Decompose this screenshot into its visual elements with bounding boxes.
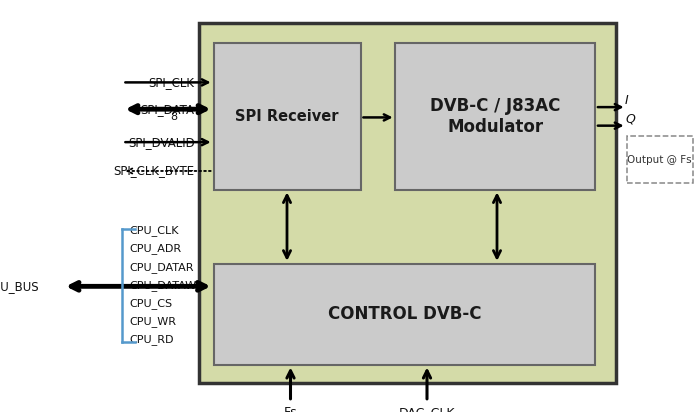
Text: CPU_CS: CPU_CS	[130, 298, 173, 309]
Text: I: I	[625, 94, 629, 108]
Bar	[626, 136, 693, 183]
Bar	[214, 264, 595, 365]
Text: Q: Q	[625, 113, 635, 126]
Text: CPU_RD: CPU_RD	[130, 335, 174, 345]
Text: CPU_DATAW: CPU_DATAW	[130, 280, 197, 291]
Text: CONTROL DVB-C: CONTROL DVB-C	[328, 305, 481, 323]
Text: 8: 8	[170, 112, 177, 122]
Bar	[214, 43, 360, 190]
Text: DAC_CLK: DAC_CLK	[399, 406, 455, 412]
Text: CPU_BUS: CPU_BUS	[0, 280, 38, 293]
Text: Fs: Fs	[284, 406, 298, 412]
Text: SPI Receiver: SPI Receiver	[235, 109, 339, 124]
Text: DVB-C / J83AC
Modulator: DVB-C / J83AC Modulator	[430, 97, 561, 136]
Text: SPI_DVALID: SPI_DVALID	[128, 136, 195, 149]
Text: CPU_CLK: CPU_CLK	[130, 225, 179, 236]
Text: CPU_ADR: CPU_ADR	[130, 243, 181, 254]
Bar	[199, 23, 616, 383]
Text: Output @ Fs: Output @ Fs	[627, 154, 692, 165]
Text: CPU_DATAR: CPU_DATAR	[130, 262, 194, 273]
Text: SPI_CLK_BYTE: SPI_CLK_BYTE	[113, 164, 195, 178]
Text: SPI_DATA: SPI_DATA	[141, 103, 195, 116]
Text: CPU_WR: CPU_WR	[130, 316, 176, 327]
Text: SPI_CLK: SPI_CLK	[148, 76, 195, 89]
Bar	[395, 43, 595, 190]
